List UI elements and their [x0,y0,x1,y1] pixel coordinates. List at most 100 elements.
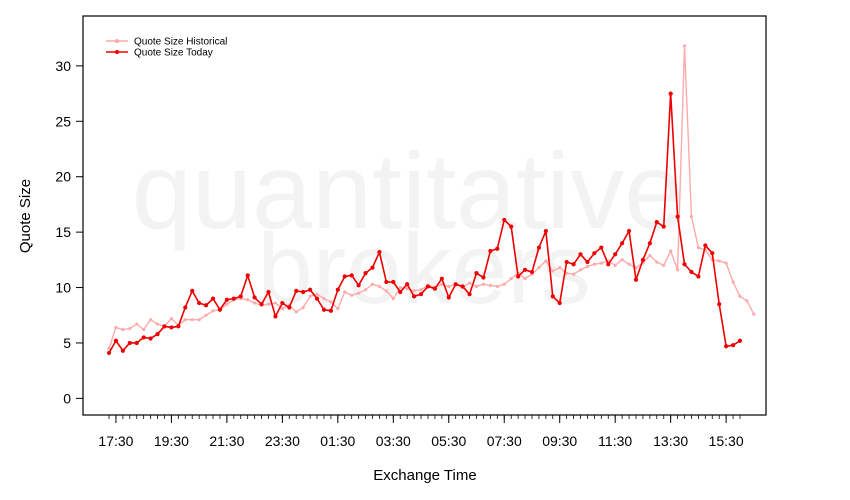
data-point-today [252,295,257,300]
y-tick-label: 30 [55,58,71,74]
data-point-today [314,296,320,301]
y-axis-title: Quote Size [17,179,34,253]
data-point-historical [377,284,382,289]
data-point-today [516,274,521,279]
data-point-historical [717,259,721,263]
data-point-historical [253,301,257,305]
data-point-historical [467,281,472,285]
x-tick-label: 21:30 [209,433,244,449]
data-point-historical [336,307,340,311]
x-axis: 17:30 19:30 21:30 23:30 01:30 03:30 05:30 07:30… [98,415,744,449]
data-point-today [446,295,451,300]
data-point-today [689,269,694,275]
data-point-historical [599,261,603,265]
data-point-historical [370,282,375,286]
data-point-historical [142,328,146,332]
data-point-today [224,297,229,302]
data-point-today [509,224,514,229]
data-point-today [294,288,299,293]
data-point-historical [502,282,506,286]
data-point-historical [169,316,174,321]
data-point-today [418,292,424,297]
data-point-today [640,257,646,262]
data-point-historical [322,297,326,301]
data-point-historical [273,301,278,305]
data-point-today [176,324,181,329]
data-point-historical [329,300,333,304]
y-tick-label: 0 [63,390,71,406]
data-point-today [148,336,153,341]
data-point-today [522,267,528,272]
data-point-historical [384,289,388,293]
data-point-today [613,252,618,257]
data-point-historical [197,318,201,322]
data-point-today [231,296,236,301]
data-point-today [474,271,479,276]
data-point-today [425,284,431,289]
legend-marker-today [115,50,119,54]
data-point-today [432,286,438,291]
legend-label-today: Quote Size Today [134,48,213,59]
data-point-historical [301,305,305,310]
data-point-historical [315,292,319,296]
legend-marker-historical [115,39,119,43]
x-tick-label: 07:30 [487,433,522,449]
data-point-today [682,262,687,267]
data-point-historical [620,258,624,262]
data-point-today [127,340,132,346]
data-point-today [460,284,465,289]
data-point-historical [474,284,479,289]
data-point-historical [412,289,416,293]
data-point-today [717,302,722,307]
data-point-historical [391,297,395,301]
data-point-today [647,241,652,246]
data-point-today [481,275,486,280]
data-point-historical [308,294,312,299]
data-point-today [197,300,202,306]
data-point-historical [114,325,118,330]
y-tick-label: 25 [55,113,71,129]
data-point-historical [405,287,409,291]
data-point-today [724,344,729,349]
data-point-today [120,348,125,353]
x-tick-label: 15:30 [709,433,744,449]
data-point-historical [544,259,548,263]
data-point-today [106,350,112,356]
data-point-today [169,325,174,330]
data-point-historical [488,283,492,287]
data-point-today [183,305,188,310]
legend-label-historical: Quote Size Historical [134,37,227,48]
data-point-today [550,294,555,299]
data-point-today [328,308,333,313]
data-point-today [737,338,743,343]
data-point-today [654,220,659,225]
x-tick-label: 09:30 [542,433,577,449]
data-point-today [675,214,680,219]
data-point-historical [745,299,749,303]
data-point-historical [634,265,638,270]
data-point-today [439,276,444,281]
data-point-historical [225,302,229,306]
data-point-today [301,289,306,295]
data-point-today [592,251,597,256]
data-point-today [141,335,146,340]
data-point-historical [398,285,402,290]
data-point-today [370,265,375,270]
x-tick-label: 05:30 [431,433,466,449]
data-point-today [273,314,278,319]
data-point-today [307,287,313,292]
data-point-historical [752,312,756,316]
series-layer [106,44,756,356]
data-point-today [502,217,507,223]
data-point-historical [495,284,499,289]
data-point-historical [149,318,153,322]
data-point-today [557,300,562,306]
x-tick-label: 19:30 [154,433,189,449]
data-point-today [696,274,701,279]
data-point-historical [447,284,451,289]
data-point-today [730,343,736,348]
data-point-historical [731,280,735,284]
data-point-today [377,249,382,255]
